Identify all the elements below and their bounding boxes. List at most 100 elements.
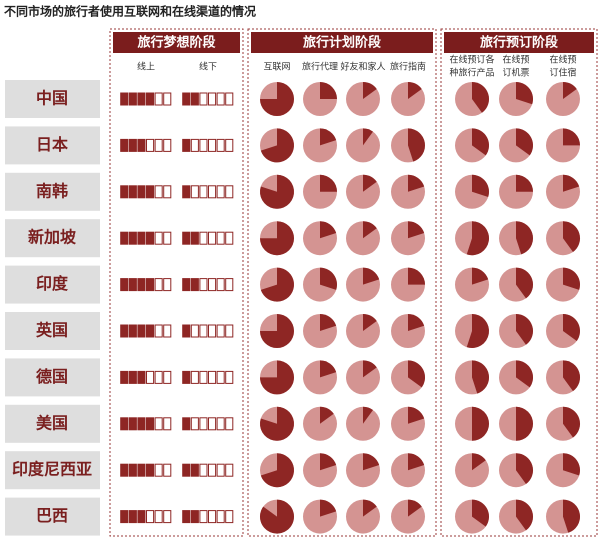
- stage-title: 旅行计划阶段: [303, 35, 381, 51]
- box: [128, 231, 137, 245]
- box: [182, 138, 191, 152]
- box: [146, 278, 155, 292]
- row-label-box: [5, 219, 100, 258]
- box: [190, 185, 199, 199]
- box: [199, 278, 208, 292]
- box: [225, 417, 234, 431]
- pie-slice: [320, 174, 337, 192]
- box: [154, 510, 163, 524]
- row-label-box: [5, 451, 100, 490]
- box: [190, 463, 199, 477]
- pie-slice: [260, 82, 294, 116]
- stage-header: [113, 32, 240, 53]
- box-indicator: [182, 370, 234, 384]
- row-label: 美国: [36, 413, 68, 432]
- pie-slice: [408, 174, 425, 192]
- pie-slice: [320, 499, 337, 517]
- box: [216, 417, 225, 431]
- pie-slice: [363, 128, 373, 146]
- pie-slice: [516, 360, 534, 388]
- box-indicator: [182, 231, 234, 245]
- box-indicator: [120, 231, 172, 245]
- box: [216, 510, 225, 524]
- pie-slice: [320, 82, 337, 99]
- box: [137, 510, 146, 524]
- pie-slice: [408, 314, 425, 331]
- pie-slice: [472, 82, 489, 113]
- box: [120, 138, 129, 152]
- box: [208, 324, 217, 338]
- stage-panel: [247, 28, 437, 537]
- pie-slice: [516, 174, 533, 192]
- box: [182, 324, 191, 338]
- box: [128, 324, 137, 338]
- pie-slice: [516, 406, 533, 441]
- box-indicator: [120, 185, 172, 199]
- column-label: 旅行代理: [302, 61, 338, 73]
- pie-slice: [472, 267, 489, 285]
- box: [128, 417, 137, 431]
- column-label: 线下: [199, 61, 217, 73]
- box: [163, 278, 172, 292]
- pie-slice: [466, 221, 489, 256]
- pie-slice: [516, 267, 534, 299]
- pie-slice: [260, 406, 294, 441]
- box: [163, 324, 172, 338]
- box: [146, 510, 155, 524]
- box: [182, 417, 191, 431]
- box: [225, 185, 234, 199]
- box: [208, 510, 217, 524]
- column-label: 好友和家人: [340, 61, 385, 73]
- box-indicator: [120, 278, 172, 292]
- stage-title: 旅行预订阶段: [480, 35, 558, 51]
- pie-slice: [320, 128, 337, 146]
- box: [137, 278, 146, 292]
- row-label: 印度尼西亚: [12, 460, 92, 479]
- row-label: 新加坡: [28, 228, 77, 247]
- box: [199, 185, 208, 199]
- box: [199, 463, 208, 477]
- pie-slice: [408, 82, 422, 99]
- box: [120, 324, 129, 338]
- box: [225, 138, 234, 152]
- box: [216, 92, 225, 106]
- pie-slice: [472, 453, 486, 471]
- box: [190, 370, 199, 384]
- stage-panel: [440, 28, 598, 537]
- box: [120, 370, 129, 384]
- box: [225, 231, 234, 245]
- box: [163, 138, 172, 152]
- pie-slice: [472, 499, 489, 527]
- row-label: 中国: [36, 89, 68, 108]
- box: [199, 510, 208, 524]
- column-label: 旅行指南: [390, 61, 426, 73]
- box: [137, 417, 146, 431]
- row-label: 英国: [35, 321, 68, 340]
- box: [208, 185, 217, 199]
- box-indicator: [182, 92, 234, 106]
- box: [190, 278, 199, 292]
- row-label-box: [5, 497, 100, 536]
- pie-slice: [260, 360, 294, 395]
- box: [182, 185, 191, 199]
- box-indicator: [120, 370, 172, 384]
- box-indicator: [120, 417, 172, 431]
- pie-slice: [563, 82, 577, 99]
- row-label-box: [5, 126, 100, 165]
- row-label-box: [5, 404, 100, 443]
- box: [216, 231, 225, 245]
- pie-slice: [363, 453, 380, 471]
- box: [154, 324, 163, 338]
- box: [137, 231, 146, 245]
- box: [190, 231, 199, 245]
- box: [137, 92, 146, 106]
- row-label-box: [5, 265, 100, 304]
- pie-slice: [516, 221, 534, 255]
- box: [137, 138, 146, 152]
- box-indicator: [182, 417, 234, 431]
- box: [208, 370, 217, 384]
- row-label: 巴西: [36, 506, 68, 525]
- row-label-box: [5, 80, 100, 118]
- box: [225, 510, 234, 524]
- box: [154, 138, 163, 152]
